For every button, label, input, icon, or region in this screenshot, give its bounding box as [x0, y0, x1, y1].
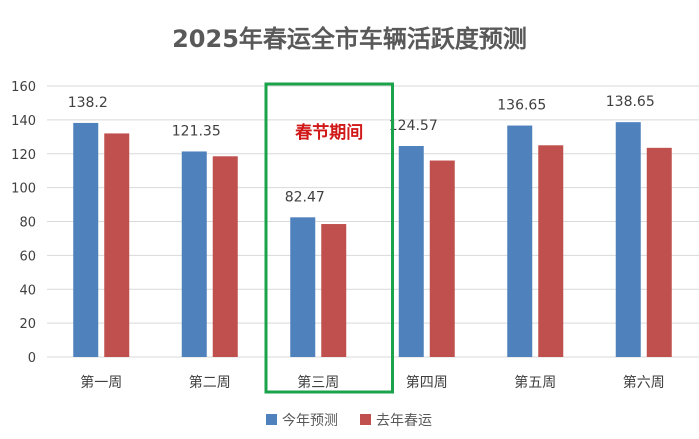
chart-title: 2025年春运全市车辆活跃度预测 [172, 25, 527, 53]
bar-last-year [212, 156, 238, 357]
bar-last-year [429, 160, 455, 357]
data-labels: 138.2 121.35 82.47 124.57 136.65 138.65 [68, 94, 655, 205]
legend-swatch-last-year [360, 414, 371, 425]
legend: 今年预测 去年春运 [266, 413, 432, 429]
legend-label-last-year: 去年春运 [376, 413, 432, 429]
y-tick-label: 160 [11, 80, 36, 95]
data-label: 124.57 [389, 118, 438, 134]
bar-last-year [321, 224, 347, 357]
bars [73, 122, 672, 357]
data-label: 138.2 [68, 95, 108, 111]
data-label: 136.65 [497, 98, 546, 114]
bar-forecast [398, 146, 424, 357]
y-tick-label: 100 [11, 182, 36, 197]
x-category-label: 第四周 [406, 374, 448, 391]
x-category-label: 第三周 [297, 374, 339, 391]
data-label: 82.47 [285, 189, 325, 205]
y-tick-label: 0 [28, 351, 36, 366]
x-category-label: 第六周 [623, 374, 665, 391]
y-tick-label: 120 [11, 148, 36, 163]
x-axis-categories: 第一周 第二周 第三周 第四周 第五周 第六周 [80, 374, 665, 391]
annotation: 春节期间 [264, 82, 394, 394]
y-axis-ticks: 0 20 40 60 80 100 120 140 160 [11, 80, 36, 366]
bar-forecast [290, 217, 316, 357]
x-category-label: 第一周 [80, 374, 122, 391]
annotation-box [264, 82, 394, 394]
bar-forecast [181, 151, 207, 357]
bar-last-year [104, 133, 130, 357]
data-label: 138.65 [606, 94, 655, 110]
y-tick-label: 20 [19, 317, 36, 332]
data-label: 121.35 [172, 123, 221, 139]
y-tick-label: 40 [19, 283, 36, 298]
y-tick-label: 60 [19, 249, 36, 264]
x-category-label: 第五周 [514, 374, 556, 391]
legend-label-forecast: 今年预测 [282, 413, 338, 429]
gridlines [47, 85, 699, 358]
bar-last-year [646, 147, 672, 357]
annotation-label: 春节期间 [295, 122, 363, 143]
x-category-label: 第二周 [189, 374, 231, 391]
bar-forecast [615, 122, 641, 357]
y-tick-label: 140 [11, 114, 36, 129]
bar-forecast [73, 122, 99, 357]
y-tick-label: 80 [19, 216, 36, 231]
bar-forecast [507, 125, 533, 357]
bar-last-year [538, 145, 564, 357]
legend-swatch-forecast [266, 414, 277, 425]
